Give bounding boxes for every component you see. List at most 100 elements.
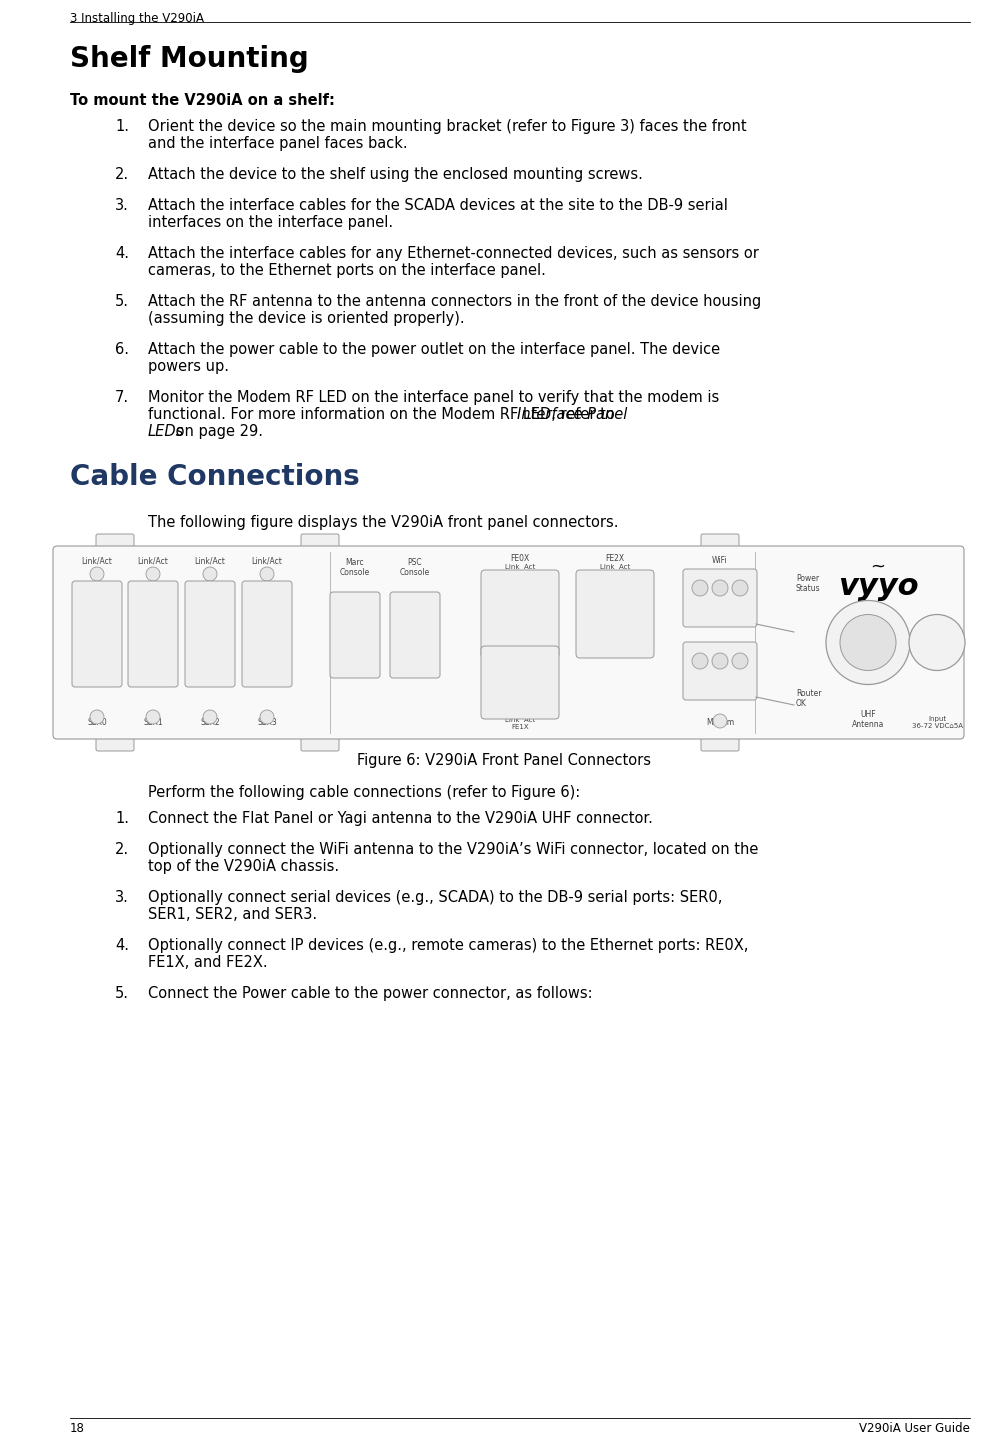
Circle shape bbox=[840, 615, 896, 671]
Text: and the interface panel faces back.: and the interface panel faces back. bbox=[148, 135, 407, 151]
Text: SER1: SER1 bbox=[143, 719, 163, 727]
Text: Link  Act: Link Act bbox=[600, 564, 630, 570]
FancyBboxPatch shape bbox=[242, 580, 292, 687]
Circle shape bbox=[712, 580, 728, 596]
Text: WiFi: WiFi bbox=[712, 556, 728, 564]
Text: UHF
Antenna: UHF Antenna bbox=[852, 710, 884, 729]
Text: 7.: 7. bbox=[115, 390, 129, 405]
Text: 2.: 2. bbox=[115, 842, 129, 857]
Text: Link/Act: Link/Act bbox=[252, 556, 282, 564]
FancyBboxPatch shape bbox=[96, 733, 134, 752]
Text: Connect the Power cable to the power connector, as follows:: Connect the Power cable to the power con… bbox=[148, 986, 593, 1001]
Circle shape bbox=[90, 710, 104, 724]
Text: To mount the V290iA on a shelf:: To mount the V290iA on a shelf: bbox=[70, 94, 335, 108]
Text: 18: 18 bbox=[70, 1423, 85, 1436]
Text: E   RF   S: E RF S bbox=[692, 603, 723, 611]
FancyBboxPatch shape bbox=[72, 580, 122, 687]
Text: on page 29.: on page 29. bbox=[171, 423, 263, 439]
Text: Input
36-72 VDC⌂5A: Input 36-72 VDC⌂5A bbox=[911, 716, 963, 729]
FancyBboxPatch shape bbox=[701, 534, 739, 552]
Circle shape bbox=[732, 580, 748, 596]
Text: powers up.: powers up. bbox=[148, 359, 229, 374]
Text: SER3: SER3 bbox=[257, 719, 277, 727]
Text: Link/Act: Link/Act bbox=[82, 556, 113, 564]
FancyBboxPatch shape bbox=[301, 534, 339, 552]
Text: Link/Act: Link/Act bbox=[137, 556, 168, 564]
Text: The following figure displays the V290iA front panel connectors.: The following figure displays the V290iA… bbox=[148, 516, 619, 530]
Text: E   RF   S: E RF S bbox=[692, 677, 723, 683]
Text: 3 Installing the V290iA: 3 Installing the V290iA bbox=[70, 12, 204, 24]
Text: 1.: 1. bbox=[115, 120, 129, 134]
Text: Monitor the Modem RF LED on the interface panel to verify that the modem is: Monitor the Modem RF LED on the interfac… bbox=[148, 390, 720, 405]
Text: SER0: SER0 bbox=[87, 719, 107, 727]
Circle shape bbox=[713, 714, 727, 729]
Text: Modem: Modem bbox=[706, 719, 734, 727]
Text: 3.: 3. bbox=[115, 197, 129, 213]
Text: Link  Act: Link Act bbox=[505, 564, 535, 570]
Text: SER2: SER2 bbox=[201, 719, 220, 727]
Text: Optionally connect IP devices (e.g., remote cameras) to the Ethernet ports: RE0X: Optionally connect IP devices (e.g., rem… bbox=[148, 937, 748, 953]
Text: cameras, to the Ethernet ports on the interface panel.: cameras, to the Ethernet ports on the in… bbox=[148, 264, 546, 278]
Text: Interface Panel: Interface Panel bbox=[516, 408, 627, 422]
Text: Marc
Console: Marc Console bbox=[340, 557, 370, 577]
FancyBboxPatch shape bbox=[185, 580, 235, 687]
Text: 2.: 2. bbox=[115, 167, 129, 181]
Text: interfaces on the interface panel.: interfaces on the interface panel. bbox=[148, 215, 393, 230]
Circle shape bbox=[260, 567, 274, 580]
FancyBboxPatch shape bbox=[330, 592, 380, 678]
Text: LEDs: LEDs bbox=[148, 423, 184, 439]
Text: 4.: 4. bbox=[115, 246, 129, 261]
Circle shape bbox=[692, 580, 708, 596]
FancyBboxPatch shape bbox=[701, 733, 739, 752]
Text: Attach the interface cables for the SCADA devices at the site to the DB-9 serial: Attach the interface cables for the SCAD… bbox=[148, 197, 728, 213]
Circle shape bbox=[203, 567, 217, 580]
Text: FE0X: FE0X bbox=[510, 554, 529, 563]
Text: SER1, SER2, and SER3.: SER1, SER2, and SER3. bbox=[148, 907, 322, 922]
Circle shape bbox=[732, 652, 748, 670]
FancyBboxPatch shape bbox=[96, 534, 134, 552]
Text: 6.: 6. bbox=[115, 341, 129, 357]
Circle shape bbox=[909, 615, 965, 671]
Text: Link/Act: Link/Act bbox=[195, 556, 226, 564]
FancyBboxPatch shape bbox=[683, 642, 757, 700]
FancyBboxPatch shape bbox=[53, 546, 964, 739]
Text: Attach the RF antenna to the antenna connectors in the front of the device housi: Attach the RF antenna to the antenna con… bbox=[148, 294, 761, 310]
Text: top of the V290iA chassis.: top of the V290iA chassis. bbox=[148, 860, 339, 874]
Circle shape bbox=[203, 710, 217, 724]
Circle shape bbox=[90, 567, 104, 580]
Text: 5.: 5. bbox=[115, 986, 129, 1001]
Text: Power
Status: Power Status bbox=[796, 575, 821, 593]
FancyBboxPatch shape bbox=[390, 592, 440, 678]
FancyBboxPatch shape bbox=[481, 570, 559, 658]
Text: (assuming the device is oriented properly).: (assuming the device is oriented properl… bbox=[148, 311, 465, 325]
Text: Attach the device to the shelf using the enclosed mounting screws.: Attach the device to the shelf using the… bbox=[148, 167, 643, 181]
Text: Optionally connect serial devices (e.g., SCADA) to the DB-9 serial ports: SER0,: Optionally connect serial devices (e.g.,… bbox=[148, 890, 723, 904]
Text: PSC
Console: PSC Console bbox=[400, 557, 430, 577]
Text: FE2X: FE2X bbox=[606, 554, 625, 563]
Text: Attach the power cable to the power outlet on the interface panel. The device: Attach the power cable to the power outl… bbox=[148, 341, 720, 357]
Text: Perform the following cable connections (refer to Figure 6):: Perform the following cable connections … bbox=[148, 785, 581, 801]
Text: Router
OK: Router OK bbox=[796, 688, 822, 708]
FancyBboxPatch shape bbox=[481, 647, 559, 719]
Text: Figure 6: V290iA Front Panel Connectors: Figure 6: V290iA Front Panel Connectors bbox=[357, 753, 651, 768]
Text: Optionally connect the WiFi antenna to the V290iA’s WiFi connector, located on t: Optionally connect the WiFi antenna to t… bbox=[148, 842, 758, 857]
FancyBboxPatch shape bbox=[576, 570, 654, 658]
Text: 4.: 4. bbox=[115, 937, 129, 953]
Text: Connect the Flat Panel or Yagi antenna to the V290iA UHF connector.: Connect the Flat Panel or Yagi antenna t… bbox=[148, 811, 657, 827]
Circle shape bbox=[146, 710, 160, 724]
Text: FE1X, and FE2X.: FE1X, and FE2X. bbox=[148, 955, 272, 971]
Text: V290iA User Guide: V290iA User Guide bbox=[859, 1423, 970, 1436]
Circle shape bbox=[146, 567, 160, 580]
Text: Shelf Mounting: Shelf Mounting bbox=[70, 45, 308, 73]
Text: 3.: 3. bbox=[115, 890, 129, 904]
FancyBboxPatch shape bbox=[301, 733, 339, 752]
Circle shape bbox=[692, 652, 708, 670]
Circle shape bbox=[712, 652, 728, 670]
FancyBboxPatch shape bbox=[683, 569, 757, 626]
Text: 1.: 1. bbox=[115, 811, 129, 827]
Text: Link  Act
FE1X: Link Act FE1X bbox=[505, 717, 535, 730]
FancyBboxPatch shape bbox=[128, 580, 178, 687]
Circle shape bbox=[826, 600, 910, 684]
Text: Attach the interface cables for any Ethernet-connected devices, such as sensors : Attach the interface cables for any Ethe… bbox=[148, 246, 759, 261]
Text: ~: ~ bbox=[871, 557, 885, 576]
